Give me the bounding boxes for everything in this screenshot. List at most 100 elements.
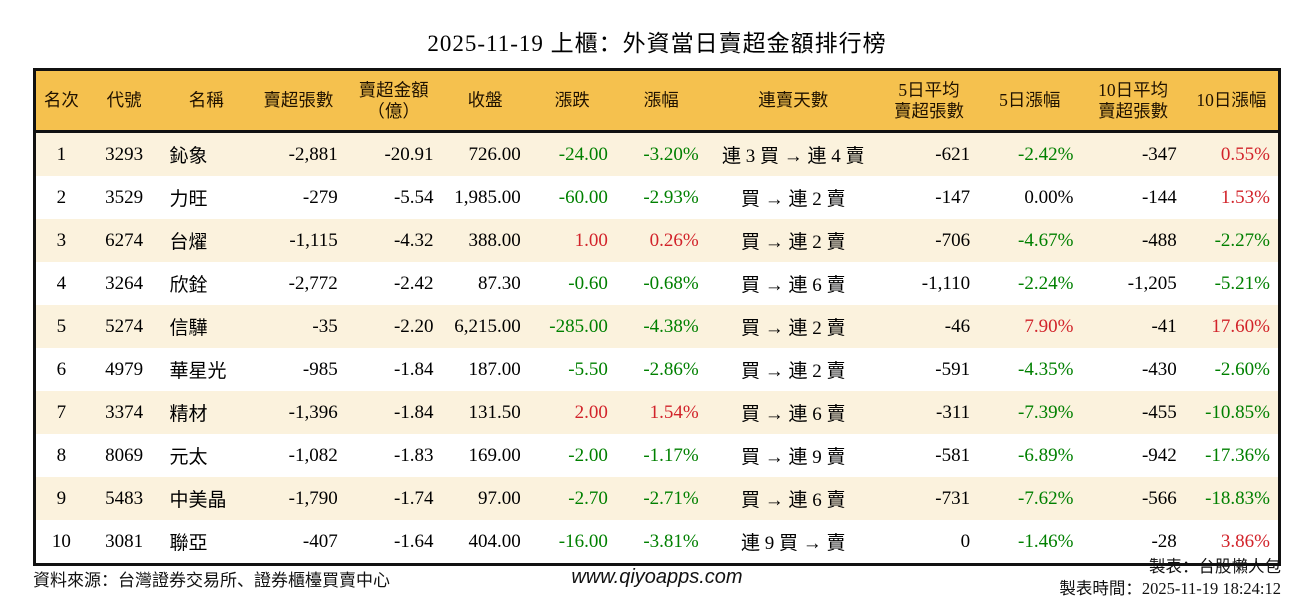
cell-close: 726.00 — [468, 143, 521, 165]
cell-avg10: -1,205 — [1127, 272, 1177, 294]
cell-code: 3264 — [105, 272, 144, 294]
cell-pct10: -17.36% — [1205, 444, 1270, 466]
cell-change_pct: -3.20% — [643, 143, 699, 165]
cell-avg5: -731 — [935, 487, 971, 509]
cell-rank: 6 — [56, 358, 67, 380]
cell-change: 2.00 — [574, 401, 608, 423]
cell-streak: 連 9 買 → 賣 — [740, 533, 846, 554]
cell-avg10: -455 — [1141, 401, 1177, 423]
cell-code: 6274 — [105, 229, 144, 251]
cell-name: 信驊 — [169, 318, 208, 339]
cell-pct5: -4.67% — [1018, 229, 1074, 251]
cell-sell_amount: -5.54 — [393, 186, 434, 208]
cell-pct10: -5.21% — [1214, 272, 1270, 294]
cell-sell_amount: -2.20 — [393, 315, 434, 337]
cell-code: 3081 — [105, 530, 144, 552]
col-header-avg10: 10日平均 賣超張數 — [1081, 69, 1185, 133]
col-header-name: 名稱 — [161, 69, 252, 133]
cell-change: -0.60 — [568, 272, 608, 294]
cell-sell_volume: -1,082 — [288, 444, 338, 466]
cell-close: 404.00 — [468, 530, 521, 552]
col-header-change_pct: 漲幅 — [615, 69, 707, 133]
cell-avg5: -621 — [935, 143, 971, 165]
col-header-pct10: 10日漲幅 — [1184, 69, 1280, 133]
cell-streak: 買 → 連 2 賣 — [740, 361, 846, 382]
col-header-pct5: 5日漲幅 — [978, 69, 1082, 133]
cell-streak: 買 → 連 6 賣 — [740, 490, 846, 511]
cell-code: 3293 — [105, 143, 144, 165]
cell-change_pct: -1.17% — [643, 444, 699, 466]
cell-pct5: -4.35% — [1018, 358, 1074, 380]
table-row: 1 3293 鈊象 -2,881 -20.91 726.00 -24.00 -3.20% 連 3… — [34, 131, 1280, 176]
cell-name: 力旺 — [169, 189, 208, 210]
table-row: 9 5483 中美晶 -1,790 -1.74 97.00 -2.70 -2.71% 買 → 連… — [34, 477, 1280, 520]
cell-sell_amount: -1.74 — [393, 487, 434, 509]
table-row: 4 3264 欣銓 -2,772 -2.42 87.30 -0.60 -0.68% 買 → 連 … — [34, 262, 1280, 305]
header-row: 名次 代號 名稱 賣超張數 賣超金額 （億） 收盤 漲跌 漲幅 連賣天數 5日平均 賣超張數 5日漲… — [34, 69, 1280, 133]
data-source: 資料來源：台灣證券交易所、證券櫃檯買賣中心 — [33, 571, 390, 590]
cell-name: 鈊象 — [169, 146, 208, 167]
credit-block: 製表：台股懶人包 製表時間：2025-11-19 18:24:12 — [1059, 556, 1281, 600]
cell-avg5: -591 — [935, 358, 971, 380]
cell-rank: 3 — [56, 229, 67, 251]
cell-rank: 7 — [56, 401, 67, 423]
cell-avg10: -41 — [1151, 315, 1177, 337]
cell-sell_volume: -279 — [302, 186, 338, 208]
cell-sell_volume: -1,790 — [288, 487, 338, 509]
cell-code: 3529 — [105, 186, 144, 208]
table-row: 10 3081 聯亞 -407 -1.64 404.00 -16.00 -3.81% 連 9 買… — [34, 520, 1280, 565]
cell-pct10: -18.83% — [1205, 487, 1270, 509]
table-row: 7 3374 精材 -1,396 -1.84 131.50 2.00 1.54% 買 → 連 6… — [34, 391, 1280, 434]
cell-sell_volume: -985 — [302, 358, 338, 380]
cell-close: 388.00 — [468, 229, 521, 251]
cell-streak: 買 → 連 6 賣 — [740, 404, 846, 425]
table-row: 6 4979 華星光 -985 -1.84 187.00 -5.50 -2.86% 買 → 連 … — [34, 348, 1280, 391]
cell-change: -24.00 — [558, 143, 608, 165]
cell-avg10: -347 — [1141, 143, 1177, 165]
cell-pct5: -1.46% — [1018, 530, 1074, 552]
cell-avg5: -1,110 — [921, 272, 971, 294]
cell-change: -2.70 — [568, 487, 608, 509]
cell-change_pct: -0.68% — [643, 272, 699, 294]
cell-sell_amount: -1.64 — [393, 530, 434, 552]
cell-close: 187.00 — [468, 358, 521, 380]
cell-rank: 10 — [51, 530, 71, 552]
cell-streak: 買 → 連 6 賣 — [740, 275, 846, 296]
cell-rank: 5 — [56, 315, 67, 337]
cell-name: 元太 — [169, 447, 208, 468]
cell-avg10: -144 — [1141, 186, 1177, 208]
cell-change: -60.00 — [558, 186, 608, 208]
website-url: www.qiyoapps.com — [571, 566, 743, 588]
cell-pct10: -10.85% — [1205, 401, 1270, 423]
col-header-code: 代號 — [86, 69, 162, 133]
cell-change_pct: -2.93% — [643, 186, 699, 208]
cell-pct10: 17.60% — [1211, 315, 1270, 337]
cell-change: -5.50 — [568, 358, 608, 380]
cell-name: 台燿 — [169, 232, 208, 253]
cell-sell_amount: -1.83 — [393, 444, 434, 466]
cell-rank: 8 — [56, 444, 67, 466]
cell-pct5: -7.62% — [1018, 487, 1074, 509]
col-header-change: 漲跌 — [528, 69, 616, 133]
cell-name: 華星光 — [169, 361, 227, 382]
cell-code: 8069 — [105, 444, 144, 466]
cell-sell_volume: -407 — [302, 530, 338, 552]
cell-code: 5483 — [105, 487, 144, 509]
cell-avg5: -311 — [936, 401, 971, 423]
cell-pct10: -2.27% — [1214, 229, 1270, 251]
col-header-close: 收盤 — [441, 69, 529, 133]
cell-sell_amount: -1.84 — [393, 401, 434, 423]
cell-name: 欣銓 — [169, 275, 208, 296]
cell-pct10: 3.86% — [1220, 530, 1270, 552]
cell-sell_volume: -35 — [312, 315, 338, 337]
cell-avg5: -147 — [935, 186, 971, 208]
cell-rank: 4 — [56, 272, 67, 294]
table-row: 8 8069 元太 -1,082 -1.83 169.00 -2.00 -1.17% 買 → 連… — [34, 434, 1280, 477]
generated-time: 製表時間：2025-11-19 18:24:12 — [1059, 579, 1281, 598]
cell-close: 97.00 — [477, 487, 521, 509]
cell-name: 聯亞 — [169, 533, 208, 554]
col-header-avg5: 5日平均 賣超張數 — [879, 69, 979, 133]
cell-change: -16.00 — [558, 530, 608, 552]
cell-sell_amount: -20.91 — [384, 143, 434, 165]
cell-pct10: 1.53% — [1220, 186, 1270, 208]
